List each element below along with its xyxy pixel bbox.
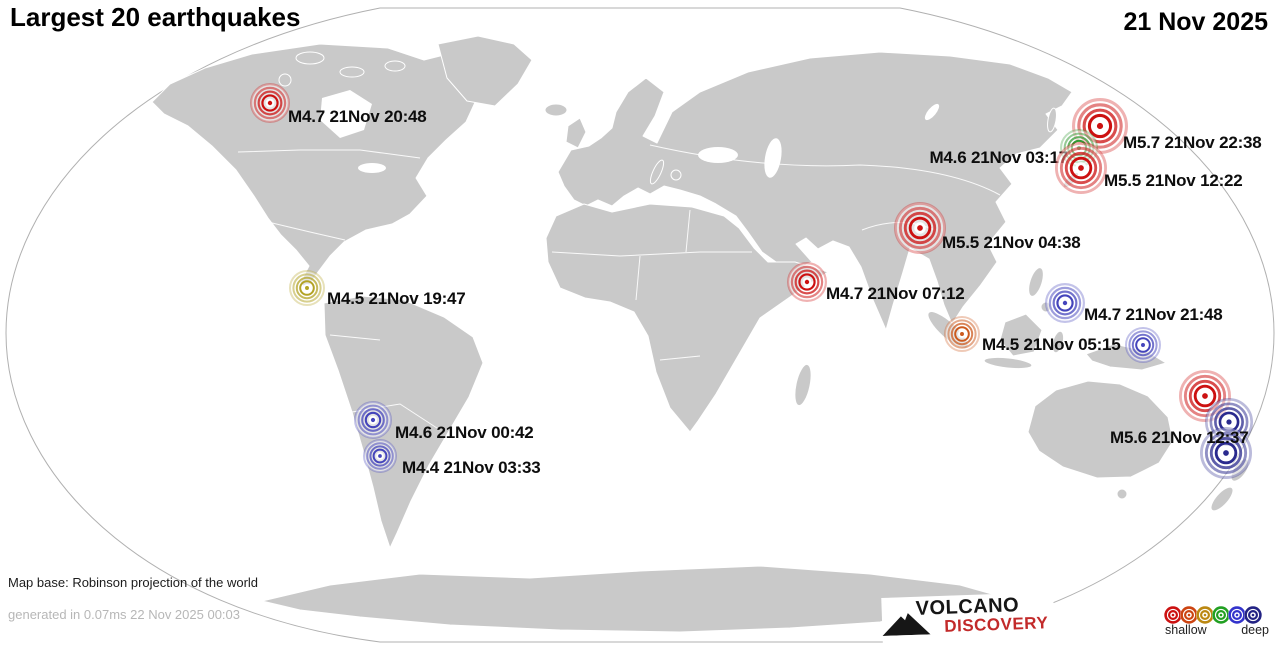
legend-deep-label: deep [1241,623,1269,637]
page-date: 21 Nov 2025 [1123,8,1268,36]
continents [151,35,1250,633]
quake-label-panama: M4.5 21Nov 19:47 [327,289,466,308]
quake-label-sumatra: M4.5 21Nov 05:15 [982,335,1121,354]
depth-legend-ring [1244,606,1262,624]
quake-marker-argentina-s[interactable] [363,439,397,473]
quake-label-japan-honshu: M4.6 21Nov 03:17 [929,148,1068,167]
quake-marker-panama[interactable] [289,270,325,306]
quake-label-myanmar: M5.5 21Nov 04:38 [942,233,1081,252]
quake-label-japan-south: M5.5 21Nov 12:22 [1104,171,1243,190]
quake-marker-kermadec-south[interactable] [1200,427,1252,479]
quake-label-philippines: M4.7 21Nov 21:48 [1084,305,1223,324]
depth-legend-icons [1163,605,1273,625]
logo-text-discovery: DISCOVERY [943,613,1049,636]
quake-label-japan-north: M5.7 21Nov 22:38 [1123,133,1262,152]
depth-legend: shallow deep [1163,605,1273,637]
map-base-note: Map base: Robinson projection of the wor… [8,575,259,590]
quake-label-argentina-s: M4.4 21Nov 03:33 [402,458,541,477]
depth-legend-ring [1180,606,1198,624]
quake-label-arabian-sea: M4.7 21Nov 07:12 [826,284,965,303]
volcanodiscovery-logo[interactable]: VOLCANO DISCOVERY [881,592,1055,644]
quake-marker-philippines[interactable] [1045,283,1085,323]
quake-marker-arabian-sea[interactable] [787,262,827,302]
quake-label-argentina-n: M4.6 21Nov 00:42 [395,423,534,442]
quake-marker-banda-sea[interactable] [1125,327,1161,363]
quake-marker-japan-south[interactable] [1055,142,1107,194]
generated-note: generated in 0.07ms 22 Nov 2025 00:03 [8,607,241,622]
quake-marker-myanmar[interactable] [894,202,946,254]
legend-shallow-label: shallow [1165,623,1207,637]
quake-label-canada: M4.7 21Nov 20:48 [288,107,427,126]
quake-marker-sumatra[interactable] [944,316,980,352]
quake-marker-argentina-n[interactable] [354,401,392,439]
quake-label-kermadec-south: M5.6 21Nov 12:37 [1110,428,1249,447]
volcano-icon [882,613,931,636]
page-title: Largest 20 earthquakes [10,2,301,32]
quake-marker-canada[interactable] [250,83,290,123]
